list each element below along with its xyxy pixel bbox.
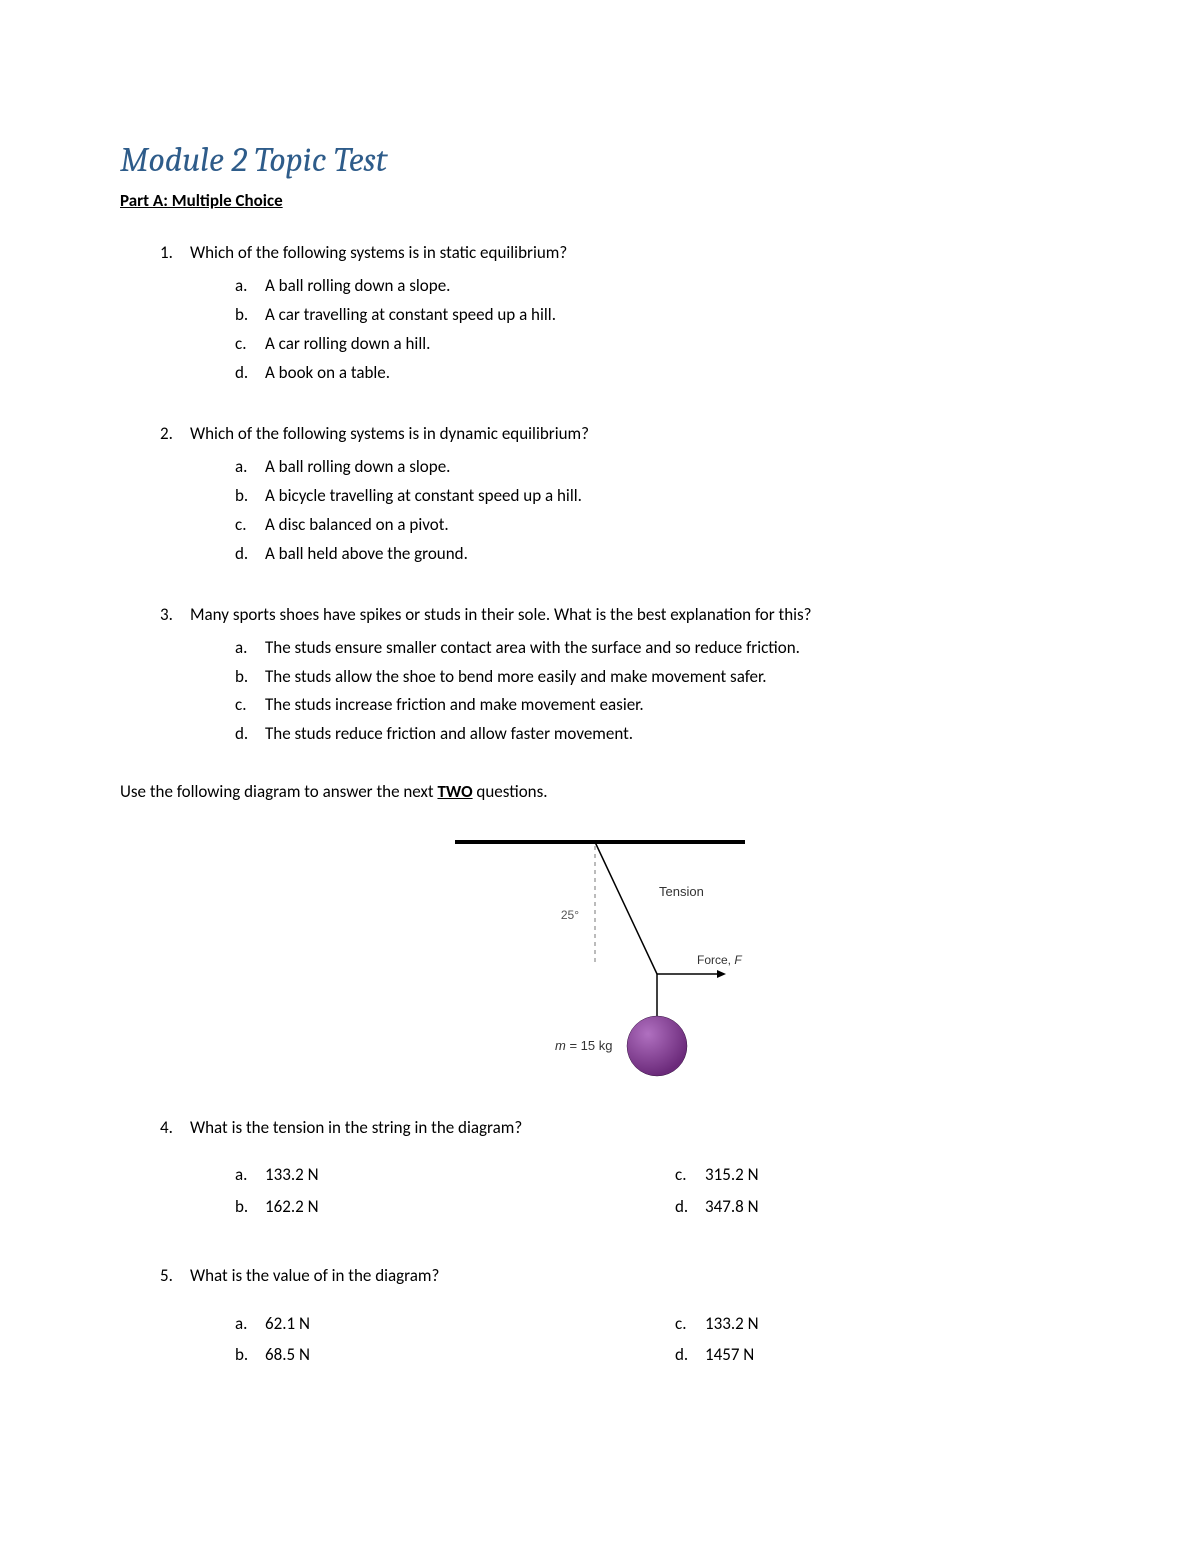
instruction-text-pre: Use the following diagram to answer the … (120, 781, 437, 802)
question-5: 5. What is the value of in the diagram? … (120, 1262, 1080, 1370)
option-text: A ball rolling down a slope. (265, 272, 450, 301)
option-text: A car travelling at constant speed up a … (265, 301, 556, 330)
instruction-text-post: questions. (473, 781, 548, 802)
option-text: 68.5 N (265, 1339, 310, 1370)
page-title: Module 2 Topic Test (120, 140, 1080, 180)
document-page: Module 2 Topic Test Part A: Multiple Cho… (0, 0, 1200, 1553)
option-letter: a. (235, 634, 265, 663)
option-letter: b. (235, 301, 265, 330)
option-text: The studs allow the shoe to bend more ea… (265, 663, 766, 692)
question-4: 4. What is the tension in the string in … (120, 1114, 1080, 1222)
question-2: 2. Which of the following systems is in … (120, 420, 1080, 569)
option-text: A ball rolling down a slope. (265, 453, 450, 482)
option-text: A car rolling down a hill. (265, 330, 430, 359)
question-3: 3. Many sports shoes have spikes or stud… (120, 601, 1080, 750)
physics-diagram: 25° Tension Force, F m = 15 kg (120, 824, 1080, 1084)
option-text: 347.8 N (705, 1191, 759, 1222)
option-letter: c. (235, 330, 265, 359)
option-letter: b. (235, 663, 265, 692)
option-letter: d. (235, 540, 265, 569)
option-text: A book on a table. (265, 359, 390, 388)
question-stem: What is the tension in the string in the… (190, 1114, 1080, 1141)
option-text: 62.1 N (265, 1308, 310, 1339)
pendulum-diagram-icon: 25° Tension Force, F m = 15 kg (445, 824, 755, 1084)
option-letter: d. (235, 359, 265, 388)
option-letter: a. (235, 1308, 265, 1339)
question-1: 1. Which of the following systems is in … (120, 239, 1080, 388)
question-number: 1. (160, 239, 190, 266)
option-text: The studs ensure smaller contact area wi… (265, 634, 800, 663)
question-options-two-col: a.62.1 N b.68.5 N c.133.2 N d.1457 N (120, 1308, 1080, 1371)
question-options-two-col: a.133.2 N b.162.2 N c.315.2 N d.347.8 N (120, 1159, 1080, 1222)
question-number: 5. (160, 1262, 190, 1289)
diagram-instruction: Use the following diagram to answer the … (120, 781, 1080, 802)
option-letter: c. (675, 1159, 705, 1190)
option-text: A ball held above the ground. (265, 540, 468, 569)
question-stem: Which of the following systems is in sta… (190, 239, 1080, 266)
option-letter: d. (235, 720, 265, 749)
option-letter: b. (235, 1191, 265, 1222)
question-stem: Many sports shoes have spikes or studs i… (190, 601, 1080, 628)
question-number: 3. (160, 601, 190, 628)
option-letter: a. (235, 453, 265, 482)
svg-text:Tension: Tension (659, 884, 704, 899)
question-options: a.A ball rolling down a slope. b.A bicyc… (120, 453, 1080, 569)
svg-text:m = 15 kg: m = 15 kg (555, 1038, 612, 1053)
option-text: 133.2 N (705, 1308, 759, 1339)
question-stem: Which of the following systems is in dyn… (190, 420, 1080, 447)
option-text: 133.2 N (265, 1159, 319, 1190)
option-text: The studs increase friction and make mov… (265, 691, 644, 720)
option-letter: d. (675, 1191, 705, 1222)
option-letter: b. (235, 1339, 265, 1370)
question-options: a.A ball rolling down a slope. b.A car t… (120, 272, 1080, 388)
option-letter: a. (235, 1159, 265, 1190)
option-text: The studs reduce friction and allow fast… (265, 720, 633, 749)
part-label: Part A: Multiple Choice (120, 190, 1080, 211)
instruction-bold: TWO (437, 781, 472, 802)
option-text: A bicycle travelling at constant speed u… (265, 482, 582, 511)
option-letter: c. (235, 691, 265, 720)
option-text: 315.2 N (705, 1159, 759, 1190)
option-letter: c. (675, 1308, 705, 1339)
question-options: a.The studs ensure smaller contact area … (120, 634, 1080, 750)
option-letter: b. (235, 482, 265, 511)
svg-text:25°: 25° (561, 908, 579, 922)
option-letter: a. (235, 272, 265, 301)
option-text: 1457 N (705, 1339, 754, 1370)
option-letter: d. (675, 1339, 705, 1370)
question-stem: What is the value of in the diagram? (190, 1262, 1080, 1289)
svg-text:Force, F: Force, F (697, 953, 742, 967)
option-text: A disc balanced on a pivot. (265, 511, 449, 540)
option-letter: c. (235, 511, 265, 540)
question-number: 2. (160, 420, 190, 447)
question-number: 4. (160, 1114, 190, 1141)
option-text: 162.2 N (265, 1191, 319, 1222)
